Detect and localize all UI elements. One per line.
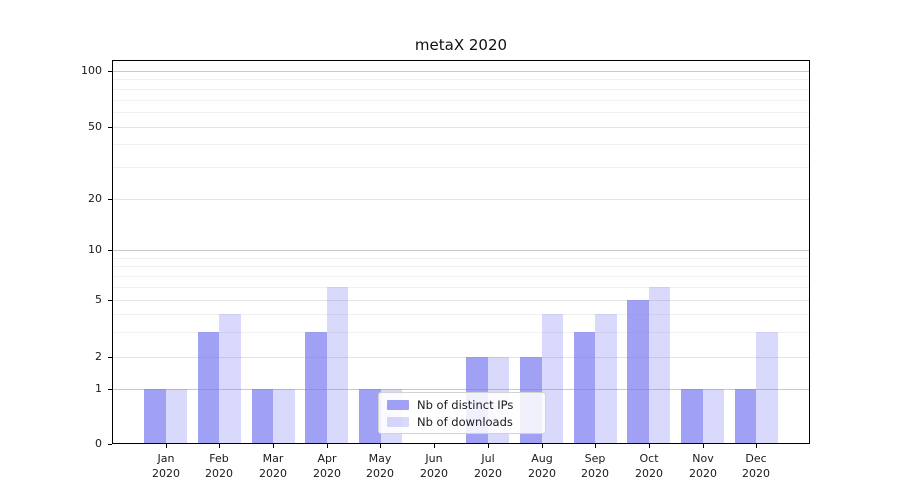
xtick-mark-oct xyxy=(649,444,650,448)
gridline-y-7 xyxy=(113,276,809,277)
bar-oct-distinct-ips xyxy=(627,300,649,444)
bar-nov-downloads xyxy=(702,388,725,444)
xtick-label-may: May 2020 xyxy=(366,452,394,480)
bar-mar-downloads xyxy=(273,388,295,444)
bar-sep-downloads xyxy=(595,313,617,444)
xtick-mark-dec xyxy=(756,444,757,448)
ytick-mark-10 xyxy=(108,250,112,251)
ytick-mark-2 xyxy=(108,357,112,358)
ytick-mark-0 xyxy=(108,444,112,445)
xtick-mark-jan xyxy=(166,444,167,448)
gridline-y-20 xyxy=(113,199,809,200)
gridline-y-70 xyxy=(113,100,809,101)
xtick-mark-jul xyxy=(488,444,489,448)
xtick-label-jun: Jun 2020 xyxy=(420,452,448,480)
xtick-mark-apr xyxy=(327,444,328,448)
xtick-mark-nov xyxy=(703,444,704,448)
xtick-mark-aug xyxy=(542,444,543,448)
ytick-label-10: 10 xyxy=(88,243,102,256)
xtick-label-oct: Oct 2020 xyxy=(635,452,663,480)
xtick-label-nov: Nov 2020 xyxy=(689,452,717,480)
xtick-label-mar: Mar 2020 xyxy=(259,452,287,480)
ytick-label-20: 20 xyxy=(88,192,102,205)
xtick-label-feb: Feb 2020 xyxy=(205,452,233,480)
gridline-y-60 xyxy=(113,112,809,113)
ytick-mark-5 xyxy=(108,300,112,301)
legend-swatch-downloads xyxy=(387,416,409,427)
gridline-y-30 xyxy=(113,167,809,168)
gridline-y-3 xyxy=(113,332,809,333)
gridline-y-80 xyxy=(113,89,809,90)
bar-may-distinct-ips xyxy=(359,388,381,444)
bar-oct-downloads xyxy=(648,286,671,444)
gridline-y-90 xyxy=(113,79,809,80)
ytick-label-100: 100 xyxy=(81,64,102,77)
xtick-label-sep: Sep 2020 xyxy=(581,452,609,480)
legend-label-distinct-ips: Nb of distinct IPs xyxy=(417,397,514,412)
gridline-y-50 xyxy=(113,127,809,128)
xtick-label-jan: Jan 2020 xyxy=(152,452,180,480)
xtick-mark-jun xyxy=(434,444,435,448)
ytick-label-1: 1 xyxy=(95,382,102,395)
xtick-label-apr: Apr 2020 xyxy=(313,452,341,480)
xtick-mark-mar xyxy=(273,444,274,448)
bar-dec-downloads xyxy=(756,331,778,444)
legend-swatch-distinct-ips xyxy=(387,399,409,410)
bar-feb-distinct-ips xyxy=(197,331,220,444)
xtick-label-dec: Dec 2020 xyxy=(742,452,770,480)
bar-jan-downloads xyxy=(165,388,188,444)
bar-dec-distinct-ips xyxy=(734,388,757,444)
ytick-mark-20 xyxy=(108,199,112,200)
ytick-label-0: 0 xyxy=(95,437,102,450)
xtick-mark-sep xyxy=(595,444,596,448)
bar-nov-distinct-ips xyxy=(681,388,703,444)
ytick-mark-100 xyxy=(108,71,112,72)
chart-title: metaX 2020 xyxy=(414,36,508,54)
ytick-label-5: 5 xyxy=(95,293,102,306)
legend-item-downloads: Nb of downloads xyxy=(387,415,537,429)
gridline-y-1 xyxy=(113,389,809,390)
bar-feb-downloads xyxy=(219,313,241,444)
xtick-mark-may xyxy=(380,444,381,448)
gridline-y-5 xyxy=(113,300,809,301)
gridline-y-10 xyxy=(113,250,809,251)
bar-mar-distinct-ips xyxy=(251,388,274,444)
bar-jan-distinct-ips xyxy=(144,388,166,444)
xtick-label-jul: Jul 2020 xyxy=(474,452,502,480)
gridline-y-6 xyxy=(113,287,809,288)
bar-sep-distinct-ips xyxy=(573,331,596,444)
gridline-y-2 xyxy=(113,357,809,358)
ytick-label-2: 2 xyxy=(95,350,102,363)
ytick-label-50: 50 xyxy=(88,120,102,133)
gridline-y-9 xyxy=(113,258,809,259)
legend-label-downloads: Nb of downloads xyxy=(417,414,513,429)
ytick-mark-50 xyxy=(108,127,112,128)
legend-item-distinct-ips: Nb of distinct IPs xyxy=(387,398,537,412)
gridline-y-100 xyxy=(113,71,809,72)
ytick-mark-1 xyxy=(108,389,112,390)
bar-apr-downloads xyxy=(326,286,349,444)
gridline-y-4 xyxy=(113,314,809,315)
legend: Nb of distinct IPs Nb of downloads xyxy=(378,392,546,434)
gridline-y-40 xyxy=(113,144,809,145)
gridline-y-8 xyxy=(113,266,809,267)
plot-border xyxy=(112,60,810,444)
xtick-mark-feb xyxy=(219,444,220,448)
bar-apr-distinct-ips xyxy=(305,331,327,444)
bar-aug-downloads xyxy=(541,313,563,444)
xtick-label-aug: Aug 2020 xyxy=(528,452,556,480)
